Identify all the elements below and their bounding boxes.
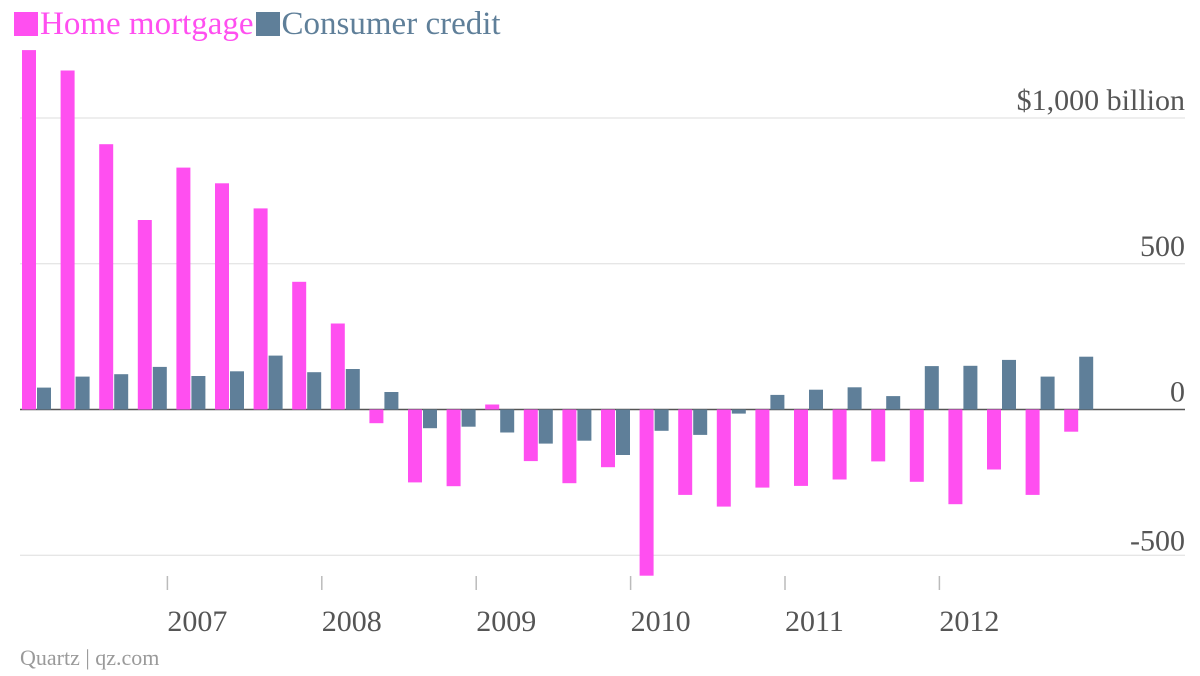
bar-consumer-credit (847, 387, 862, 410)
bar-consumer-credit (75, 376, 90, 410)
bar-consumer-credit (423, 409, 437, 429)
x-tick-label: 2010 (631, 605, 691, 638)
bar-home-mortgage (215, 183, 229, 410)
bar-consumer-credit (538, 409, 553, 444)
bar-consumer-credit (963, 365, 978, 410)
legend-item-home-mortgage: Home mortgage (14, 2, 254, 46)
bar-consumer-credit (152, 366, 167, 410)
bar-home-mortgage (99, 144, 114, 410)
bar-home-mortgage (1025, 409, 1040, 495)
bar-home-mortgage (755, 409, 770, 488)
x-tick-label: 2011 (785, 605, 844, 638)
legend-swatch-consumer-credit (255, 12, 280, 36)
bar-home-mortgage (485, 404, 500, 410)
bar-home-mortgage (176, 167, 191, 410)
bar-consumer-credit (731, 409, 746, 414)
bar-consumer-credit (345, 369, 360, 410)
y-tick-label: 0 (1170, 376, 1185, 409)
bar-consumer-credit (616, 409, 630, 455)
bar-home-mortgage (137, 220, 152, 410)
bar-consumer-credit (1002, 359, 1016, 410)
chart-legend: Home mortgage Consumer credit (14, 2, 503, 46)
x-tick-label: 2009 (476, 605, 536, 638)
bar-consumer-credit (693, 409, 708, 435)
bar-home-mortgage (369, 409, 384, 424)
bar-home-mortgage (601, 409, 615, 468)
bar-consumer-credit (886, 396, 901, 410)
bar-home-mortgage (330, 323, 345, 410)
x-tick-label: 2007 (167, 605, 227, 638)
bar-home-mortgage (987, 409, 1001, 470)
y-tick-label: -500 (1130, 524, 1185, 557)
bar-consumer-credit (114, 374, 129, 410)
y-tick-label: 500 (1140, 230, 1185, 263)
bar-home-mortgage (1064, 409, 1079, 432)
bar-consumer-credit (37, 387, 51, 410)
bar-home-mortgage (22, 50, 36, 410)
bar-consumer-credit (500, 409, 515, 433)
bar-consumer-credit (924, 366, 939, 410)
bar-consumer-credit (1040, 376, 1055, 410)
bar-home-mortgage (794, 409, 808, 486)
bar-consumer-credit (770, 394, 785, 410)
bar-consumer-credit (577, 409, 592, 441)
x-tick-label: 2008 (322, 605, 382, 638)
bar-home-mortgage (716, 409, 731, 507)
bar-home-mortgage (909, 409, 924, 482)
bar-home-mortgage (871, 409, 886, 462)
x-tick-label: 2012 (939, 605, 999, 638)
bar-home-mortgage (562, 409, 577, 484)
bar-home-mortgage (446, 409, 461, 487)
bar-consumer-credit (809, 389, 823, 410)
legend-label-consumer-credit: Consumer credit (281, 6, 501, 42)
bar-home-mortgage (408, 409, 422, 483)
bar-consumer-credit (268, 355, 283, 410)
bar-consumer-credit (384, 392, 399, 410)
legend-item-consumer-credit: Consumer credit (255, 2, 501, 46)
bar-home-mortgage (253, 208, 268, 410)
bar-consumer-credit (461, 409, 476, 427)
bar-home-mortgage (60, 70, 75, 410)
bar-consumer-credit (191, 376, 206, 410)
source-credit: Quartz | qz.com (20, 645, 160, 670)
bar-consumer-credit (307, 372, 322, 410)
bar-home-mortgage (678, 409, 693, 495)
legend-swatch-home-mortgage (14, 12, 38, 36)
legend-label-home-mortgage: Home mortgage (40, 6, 254, 42)
y-tick-label: $1,000 billion (1017, 84, 1185, 117)
bar-home-mortgage (832, 409, 847, 480)
bar-consumer-credit (1079, 356, 1094, 410)
bar-consumer-credit (654, 409, 669, 431)
bar-home-mortgage (639, 409, 654, 576)
bar-home-mortgage (292, 281, 307, 410)
bar-home-mortgage (523, 409, 538, 462)
bar-consumer-credit (230, 371, 244, 410)
bar-home-mortgage (948, 409, 963, 505)
